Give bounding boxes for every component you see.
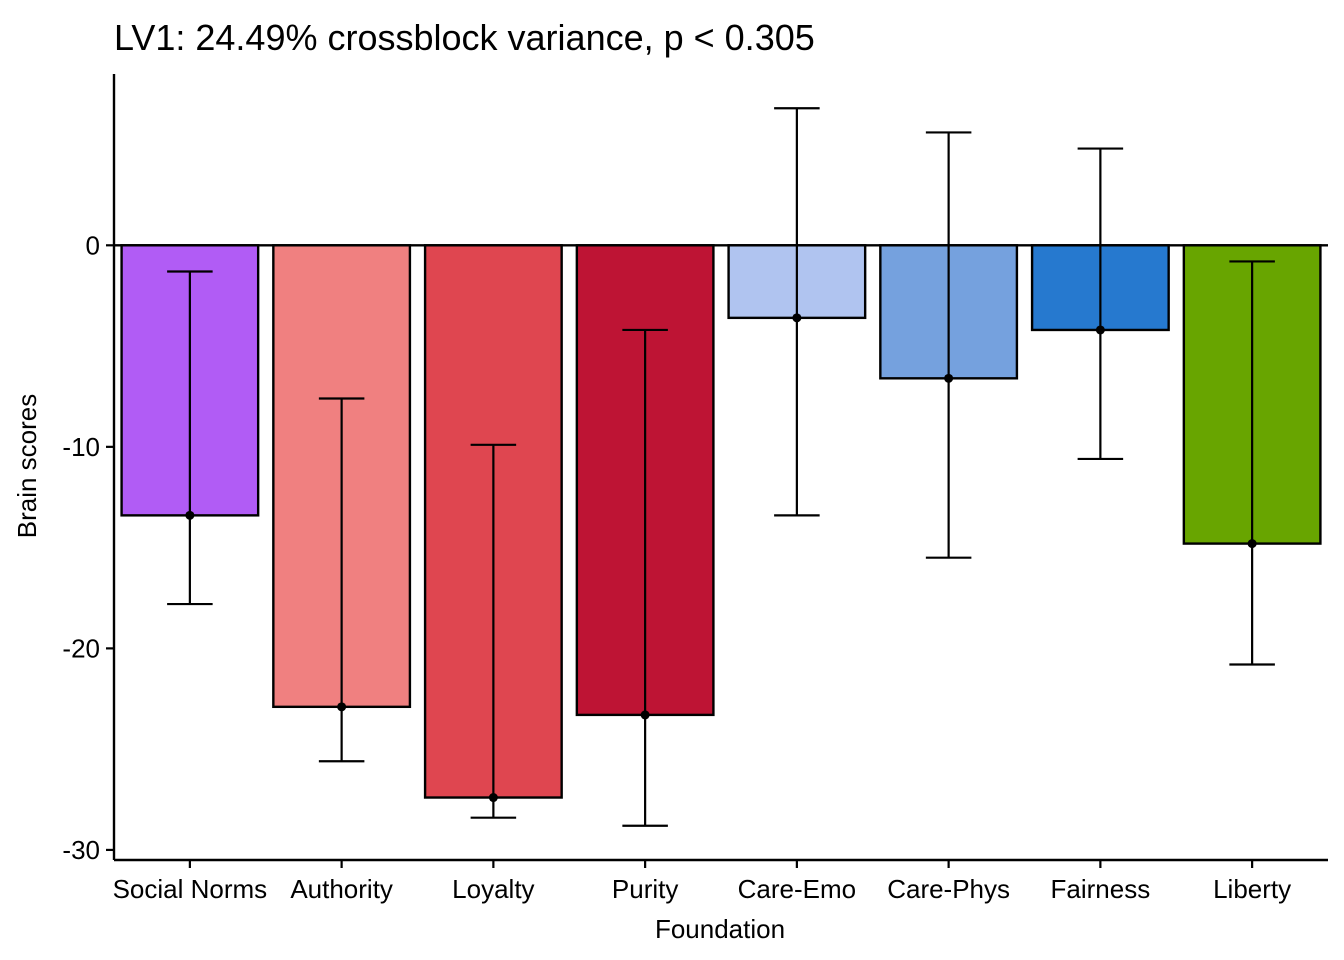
x-tick-label: Care-Emo	[738, 874, 856, 904]
point-authority	[337, 702, 347, 712]
x-tick-label: Care-Phys	[887, 874, 1010, 904]
chart-title: LV1: 24.49% crossblock variance, p < 0.3…	[114, 17, 815, 58]
x-tick-label: Authority	[290, 874, 393, 904]
point-loyalty	[488, 793, 498, 803]
y-axis-title: Brain scores	[12, 394, 42, 539]
y-tick-label: -20	[62, 633, 100, 663]
error-bar-authority	[318, 397, 365, 763]
error-bar-care-phys	[925, 131, 972, 559]
point-fairness	[1095, 325, 1105, 335]
x-tick-label: Social Norms	[113, 874, 268, 904]
point-purity	[640, 710, 650, 720]
axes-layer: 0 -10 -20 -30 Social Norms Authority Loyalty Pu…	[62, 74, 1328, 904]
error-bar-purity	[622, 328, 668, 827]
x-tick-label: Purity	[612, 874, 678, 904]
error-bar-fairness	[1077, 147, 1124, 461]
error-bar-liberty	[1229, 260, 1275, 666]
y-tick-label: 0	[86, 230, 100, 260]
point-liberty	[1247, 539, 1257, 549]
x-tick-label: Loyalty	[452, 874, 534, 904]
x-tick-label: Liberty	[1213, 874, 1291, 904]
point-social-norms	[185, 510, 195, 520]
bars-layer	[114, 107, 1328, 827]
point-care-phys	[944, 373, 954, 383]
error-bar-loyalty	[470, 443, 517, 819]
error-bar-social-norms	[167, 270, 213, 606]
x-axis-title: Foundation	[655, 914, 785, 944]
point-care-emo	[792, 313, 802, 323]
error-bar-care-emo	[774, 107, 820, 517]
x-tick-label: Fairness	[1051, 874, 1151, 904]
y-tick-label: -10	[62, 432, 100, 462]
y-tick-label: -30	[62, 835, 100, 865]
